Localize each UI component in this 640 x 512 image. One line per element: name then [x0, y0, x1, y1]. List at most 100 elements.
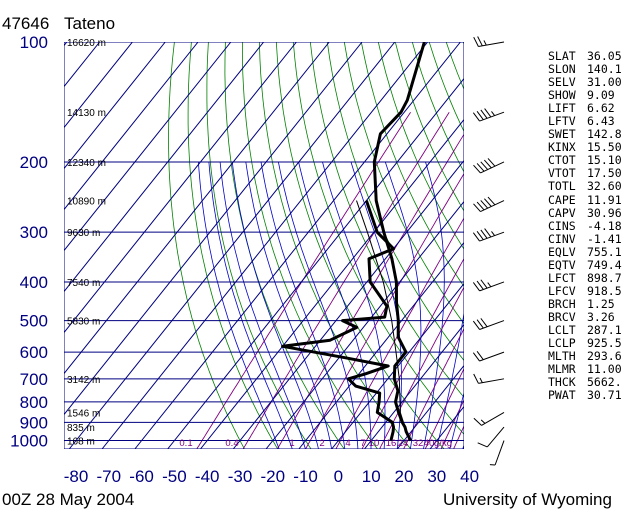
index-value: 925.5 — [587, 336, 622, 351]
isotherm — [200, 118, 464, 449]
moist-adiabat — [208, 161, 293, 449]
mixing-ratio-label: 0.4 — [225, 438, 238, 449]
temperature-tick-label: -80 — [64, 467, 89, 486]
mixing-ratio-label: g/kg — [434, 438, 452, 449]
barb-staff — [479, 281, 505, 292]
index-key: BRCV — [548, 309, 576, 324]
moist-adiabat — [322, 161, 386, 449]
index-key: VTOT — [548, 166, 576, 181]
barb-staff — [479, 111, 505, 122]
dry-adiabat — [168, 42, 245, 449]
index-row: SLON 140.1 — [548, 62, 628, 77]
barb-staff — [478, 378, 505, 384]
wind-barb — [472, 318, 505, 330]
isotherm — [265, 200, 464, 449]
moist-adiabat — [449, 391, 464, 449]
barb-flag — [480, 318, 488, 328]
index-key: CAPE — [548, 192, 576, 207]
height-label: 7540 m — [67, 278, 100, 289]
isotherm — [64, 42, 133, 129]
barb-flag — [480, 229, 488, 239]
height-label: 9630 m — [67, 228, 100, 239]
barb-flag — [480, 109, 488, 119]
barb-flag — [480, 200, 489, 209]
index-value: 1.25 — [587, 296, 615, 311]
isotherm — [64, 42, 265, 293]
barb-flag — [484, 228, 492, 238]
index-value: 3.26 — [587, 309, 615, 324]
moist-adiabat — [198, 161, 280, 449]
pressure-tick-label: 700 — [20, 370, 48, 389]
index-value: 11.91 — [587, 192, 622, 207]
height-label: 5830 m — [67, 317, 100, 328]
wind-barb — [472, 350, 505, 362]
mixing-ratio-line — [379, 286, 464, 449]
temperature-tick-label: -30 — [228, 467, 253, 486]
temperature-tick-label: 10 — [362, 467, 381, 486]
temperature-tick-label: -70 — [97, 467, 122, 486]
index-row: CTOT 15.10 — [548, 154, 628, 167]
index-key: CINV — [548, 231, 576, 246]
barb-staff — [486, 426, 505, 448]
mixing-ratio-label: 10 — [369, 438, 380, 449]
temperature-tick-label: 30 — [427, 467, 446, 486]
index-row: EQTV 749.4 — [548, 257, 628, 272]
barb-staff — [479, 351, 505, 362]
index-row: CINS -4.18 — [548, 218, 628, 233]
index-value: 749.4 — [587, 257, 622, 272]
index-row: CAPV 30.96 — [548, 205, 628, 220]
barb-flag — [476, 163, 485, 172]
moist-adiabat — [260, 161, 346, 449]
index-value: 140.1 — [587, 62, 622, 77]
index-key: SHOW — [548, 88, 576, 103]
index-row: SELV 31.00 — [548, 76, 628, 89]
barb-flag — [480, 161, 489, 170]
barb-flag — [477, 442, 488, 448]
barb-flag — [472, 112, 480, 122]
wind-barb — [489, 440, 505, 466]
index-key: LFCV — [548, 283, 576, 298]
data-source: University of Wyoming — [443, 490, 612, 509]
mixing-ratio-label: 7 — [360, 438, 365, 449]
barb-staff — [480, 161, 505, 174]
index-key: CINS — [548, 218, 576, 233]
index-row: EQLV 755.1 — [548, 245, 628, 259]
dewpoint-line — [281, 200, 395, 441]
index-key: THCK — [548, 375, 576, 390]
barb-half-flag — [491, 231, 496, 236]
isotherm — [134, 42, 461, 449]
index-value: 6.43 — [587, 114, 615, 129]
barb-flag — [473, 36, 479, 47]
barb-flag — [483, 159, 492, 169]
barb-half-flag — [491, 111, 496, 116]
index-key: MLTH — [548, 349, 576, 364]
observation-time: 00Z 28 May 2004 — [2, 490, 135, 509]
dry-adiabat — [360, 42, 464, 288]
barb-flag — [473, 417, 482, 426]
index-key: CAPV — [548, 205, 576, 220]
pressure-tick-label: 1000 — [10, 432, 48, 451]
barb-flag — [473, 373, 479, 384]
index-row: SLAT 36.05 — [548, 49, 628, 63]
index-value: 30.96 — [587, 205, 622, 220]
pressure-tick-label: 900 — [20, 413, 48, 432]
wind-barb — [473, 158, 505, 174]
isotherm — [101, 42, 429, 449]
index-value: 31.00 — [587, 75, 622, 90]
index-row: KINX 15.50 — [548, 141, 628, 154]
barb-flag — [487, 158, 496, 167]
height-label: 16620 m — [67, 38, 106, 49]
index-row: PWAT 30.71 — [548, 389, 628, 402]
index-value: 142.8 — [587, 127, 622, 142]
isotherm — [167, 77, 464, 449]
wind-barb — [472, 228, 505, 242]
barb-flag — [480, 279, 488, 289]
barb-flag — [472, 352, 480, 362]
index-key: TOTL — [548, 179, 576, 194]
index-row: MLMR 11.00 — [548, 363, 628, 376]
index-key: PWAT — [548, 388, 576, 403]
pressure-tick-label: 200 — [20, 153, 48, 172]
pressure-tick-label: 800 — [20, 393, 48, 412]
index-key: LCLP — [548, 336, 576, 351]
index-row: LIFT 6.62 — [548, 102, 628, 115]
